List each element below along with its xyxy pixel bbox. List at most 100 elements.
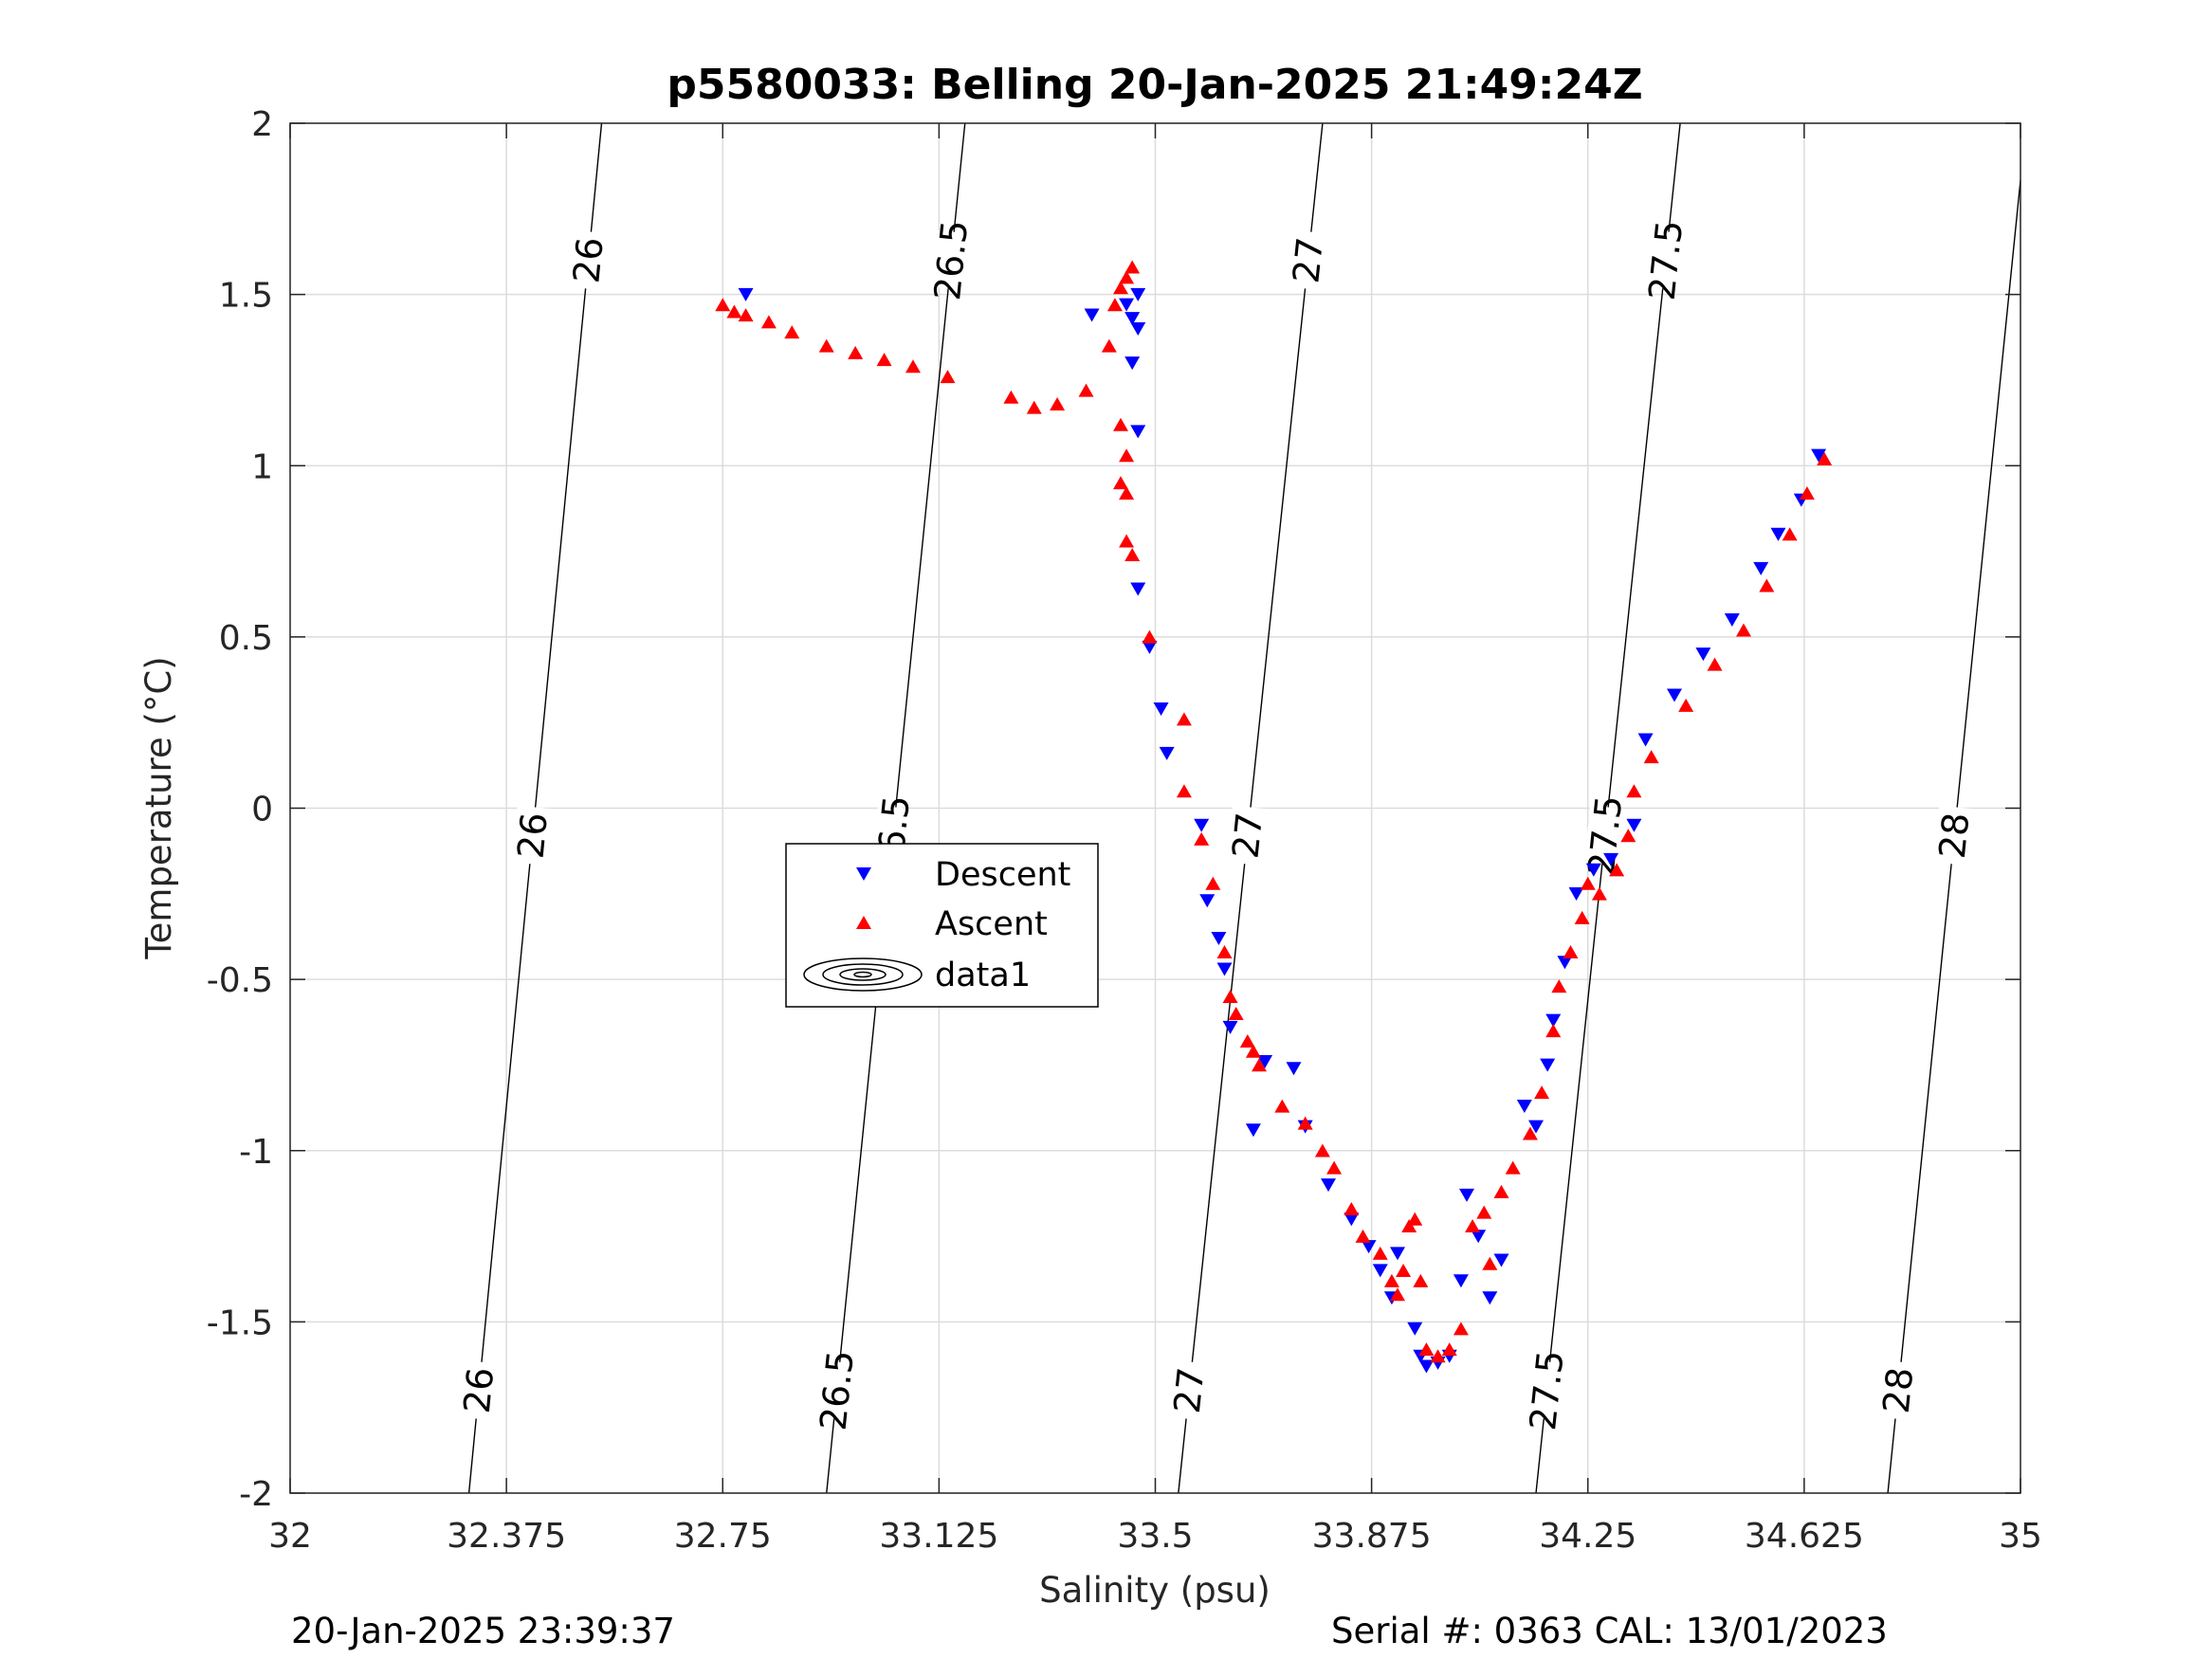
ascent-point bbox=[1239, 1033, 1255, 1048]
legend-ascent-marker bbox=[856, 916, 871, 929]
x-tick-label: 32.75 bbox=[674, 1517, 772, 1556]
ascent-point bbox=[1534, 1085, 1550, 1100]
descent-point bbox=[1216, 962, 1233, 976]
ascent-point bbox=[1314, 1143, 1330, 1158]
legend-ascent-label: Ascent bbox=[935, 905, 1048, 943]
ascent-point bbox=[940, 370, 956, 384]
legend-descent-marker bbox=[856, 867, 871, 881]
ascent-point bbox=[1228, 1007, 1244, 1021]
descent-point bbox=[1211, 931, 1227, 945]
descent-point bbox=[1194, 818, 1210, 832]
ascent-point bbox=[1297, 1116, 1313, 1130]
descent-point bbox=[1557, 956, 1573, 970]
ascent-point bbox=[1106, 298, 1123, 312]
ascent-point bbox=[1050, 397, 1066, 411]
x-tick-labels: 32 32.375 32.75 33.125 33.5 33.875 34.25 34.625… bbox=[268, 1517, 2042, 1556]
ascent-point bbox=[1626, 784, 1642, 798]
contour-label: 27 bbox=[1285, 235, 1331, 285]
ascent-point bbox=[1176, 712, 1192, 726]
descent-point bbox=[1390, 1247, 1405, 1261]
y-tick-label: 0.5 bbox=[219, 619, 273, 658]
legend: Descent Ascent data1 bbox=[785, 843, 1099, 1008]
x-axis-label: Salinity (psu) bbox=[1039, 1570, 1271, 1611]
ascent-point bbox=[1344, 1201, 1360, 1215]
y-tick-label: 1 bbox=[251, 447, 273, 486]
y-axis-label: Temperature (°C) bbox=[138, 656, 179, 959]
ascent-point bbox=[1119, 270, 1135, 284]
contour-label: 26 bbox=[456, 1365, 502, 1414]
descent-point bbox=[1585, 863, 1601, 877]
x-tick-label: 33.5 bbox=[1117, 1517, 1193, 1556]
contour-label-bg bbox=[815, 1359, 858, 1421]
y-tick-label: -1 bbox=[239, 1133, 273, 1172]
ascent-point bbox=[1453, 1322, 1469, 1336]
ascent-point bbox=[1396, 1263, 1412, 1277]
descent-point bbox=[1199, 894, 1216, 908]
x-tick-label: 32 bbox=[268, 1517, 312, 1556]
x-tick-label: 33.875 bbox=[1312, 1517, 1432, 1556]
legend-descent-label: Descent bbox=[935, 856, 1070, 894]
contour-label-bg bbox=[1168, 1359, 1211, 1421]
x-tick-label: 33.125 bbox=[879, 1517, 998, 1556]
legend-contour-label: data1 bbox=[935, 957, 1031, 994]
contour-label: 27.5 bbox=[1522, 1348, 1572, 1432]
x-tick-label: 32.375 bbox=[447, 1517, 566, 1556]
y-tick-label: 1.5 bbox=[219, 277, 273, 316]
ascent-point bbox=[1245, 1044, 1261, 1058]
descent-point bbox=[1516, 1099, 1532, 1113]
descent-point bbox=[1257, 1055, 1273, 1069]
contour-label-bg bbox=[511, 805, 554, 866]
ascent-point bbox=[1482, 1256, 1498, 1270]
ascent-point bbox=[1418, 1342, 1435, 1357]
descent-point bbox=[1344, 1212, 1360, 1227]
descent-point bbox=[1142, 640, 1158, 654]
ascent-point bbox=[1609, 863, 1625, 877]
descent-point bbox=[1130, 582, 1146, 596]
ascent-point bbox=[1817, 451, 1833, 465]
ascent-point bbox=[738, 308, 754, 322]
descent-point bbox=[1493, 1253, 1509, 1267]
ascent-point bbox=[1113, 417, 1128, 431]
ascent-point bbox=[1194, 831, 1210, 846]
descent-point bbox=[1407, 1322, 1423, 1336]
descent-point bbox=[1124, 356, 1141, 371]
contour-label: 26 bbox=[510, 811, 556, 860]
y-tick-label: -2 bbox=[239, 1475, 273, 1514]
ascent-point bbox=[1799, 485, 1815, 500]
contour-label: 28 bbox=[1931, 811, 1978, 861]
ascent-point bbox=[1026, 400, 1042, 414]
contour-label: 27 bbox=[1166, 1365, 1213, 1415]
descent-point bbox=[1453, 1274, 1469, 1288]
contour-label: 27 bbox=[1224, 811, 1271, 861]
descent-point bbox=[1361, 1240, 1377, 1254]
ascent-point bbox=[1101, 338, 1117, 353]
contour-label: 28 bbox=[1875, 1365, 1922, 1415]
ascent-point bbox=[1113, 281, 1128, 295]
contour-label-bg bbox=[1877, 1359, 1919, 1421]
ascent-point bbox=[1574, 910, 1590, 924]
descent-point bbox=[1626, 818, 1642, 832]
ascent-point bbox=[715, 298, 731, 312]
ascent-point bbox=[1222, 989, 1238, 1003]
descent-point bbox=[1153, 702, 1169, 716]
descent-point bbox=[1637, 733, 1654, 747]
legend-contour-icon bbox=[803, 957, 923, 992]
contour-label-bg bbox=[930, 229, 973, 291]
ascent-point bbox=[1119, 534, 1135, 548]
ascent-point bbox=[1124, 260, 1141, 274]
ascent-point bbox=[726, 304, 742, 319]
ascent-point bbox=[760, 315, 777, 329]
descent-point bbox=[738, 287, 754, 301]
descent-point bbox=[1471, 1230, 1487, 1244]
descent-point bbox=[1222, 1020, 1238, 1034]
footer-serial: Serial #: 0363 CAL: 13/01/2023 bbox=[1331, 1611, 1888, 1651]
y-tick-label: -1.5 bbox=[207, 1304, 273, 1342]
contour-label: 26 bbox=[565, 235, 611, 284]
ascent-point bbox=[1124, 547, 1141, 561]
ascent-point bbox=[1216, 945, 1233, 959]
ascent-point bbox=[1355, 1229, 1371, 1243]
descent-point bbox=[1130, 321, 1146, 336]
descent-point bbox=[1695, 647, 1711, 662]
